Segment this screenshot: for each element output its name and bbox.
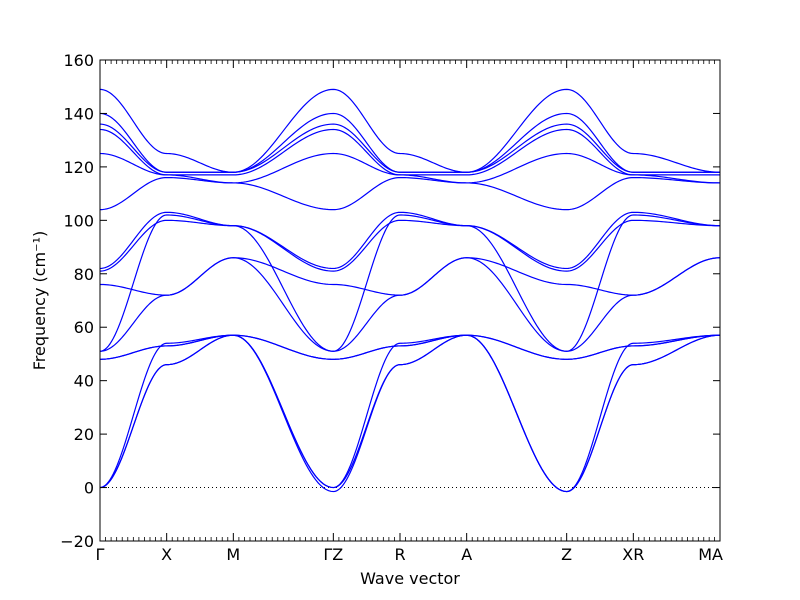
x-axis-label: Wave vector [360,569,460,588]
x-tick-label: ΓZ [323,545,343,564]
x-tick-label: A [461,545,472,564]
y-tick-label: 100 [63,211,94,230]
band-line-3 [99,334,721,493]
band-line-8 [99,257,721,296]
y-tick-label: 120 [63,158,94,177]
y-axis-label: Frequency (cm⁻¹) [30,231,49,370]
phonon-bands [99,88,721,493]
band-line-10 [99,211,721,270]
y-tick-label: 20 [74,425,94,444]
band-line-14 [99,123,720,173]
x-tick-label: M [226,545,240,564]
axes-frame [99,59,721,542]
band-line-16 [99,88,721,173]
x-tick-labels: Γ X M ΓZ R A Z XR MA [96,545,724,564]
band-line-9 [99,219,721,272]
y-tick-label: 40 [74,372,94,391]
y-tick-label: 0 [84,479,94,498]
x-tick-label: R [394,545,405,564]
band-line-11 [99,176,721,211]
y-tick-labels: −20 0 20 40 60 80 100 120 140 160 [60,51,94,551]
y-tick-label: 80 [74,265,94,284]
x-tick-label: XR [622,545,644,564]
band-line-7 [99,214,721,352]
band-line-5 [99,334,721,360]
plot-area [99,59,721,542]
band-line-15 [99,112,720,173]
x-tick-label: Z [561,545,572,564]
y-tick-label: 160 [63,51,94,70]
x-tick-label: X [161,545,172,564]
y-tick-label: −20 [60,532,94,551]
x-tick-label: Γ [96,545,105,564]
y-tick-label: 140 [63,104,94,123]
band-line-1 [99,334,721,493]
x-tick-marks [99,60,721,541]
y-tick-label: 60 [74,318,94,337]
y-tick-marks [100,59,720,542]
band-line-2 [99,334,721,493]
x-tick-label: MA [698,545,723,564]
band-line-6 [99,257,721,352]
band-line-13 [99,128,720,176]
